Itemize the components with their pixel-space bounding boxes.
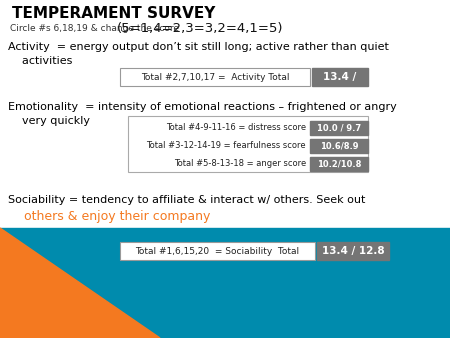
Bar <box>310 157 368 171</box>
Text: 10.0 / 9.7: 10.0 / 9.7 <box>317 123 361 132</box>
Text: Total #1,6,15,20  = Sociability  Total: Total #1,6,15,20 = Sociability Total <box>135 246 300 256</box>
Bar <box>312 68 368 86</box>
Text: 13.4 /: 13.4 / <box>324 72 356 82</box>
Bar <box>310 139 368 153</box>
Text: Circle #s 6,18,19 & change the score: Circle #s 6,18,19 & change the score <box>10 24 182 33</box>
Text: (5=1,4=2,3=3,2=4,1=5): (5=1,4=2,3=3,2=4,1=5) <box>117 22 284 35</box>
Text: Total #3-12-14-19 = fearfulness score: Total #3-12-14-19 = fearfulness score <box>146 142 306 150</box>
Text: Total #5-8-13-18 = anger score: Total #5-8-13-18 = anger score <box>174 160 306 169</box>
Text: Total #4-9-11-16 = distress score: Total #4-9-11-16 = distress score <box>166 123 306 132</box>
Bar <box>128 116 368 172</box>
Bar <box>317 242 389 260</box>
Text: Emotionality  = intensity of emotional reactions – frightened or angry: Emotionality = intensity of emotional re… <box>8 102 397 112</box>
Bar <box>120 68 310 86</box>
Text: 13.4 / 12.8: 13.4 / 12.8 <box>322 246 384 256</box>
Polygon shape <box>0 228 160 338</box>
Text: TEMPERAMENT SURVEY: TEMPERAMENT SURVEY <box>12 6 216 21</box>
Bar <box>310 121 368 135</box>
Text: very quickly: very quickly <box>8 116 90 126</box>
Text: 10.2/10.8: 10.2/10.8 <box>317 160 361 169</box>
Text: others & enjoy their company: others & enjoy their company <box>8 210 211 223</box>
Text: Sociability = tendency to affiliate & interact w/ others. Seek out: Sociability = tendency to affiliate & in… <box>8 195 365 205</box>
Text: Activity  = energy output don’t sit still long; active rather than quiet: Activity = energy output don’t sit still… <box>8 42 389 52</box>
Bar <box>120 242 315 260</box>
Text: activities: activities <box>8 56 72 66</box>
Text: Total #2,7,10,17 =  Activity Total: Total #2,7,10,17 = Activity Total <box>141 72 289 81</box>
Bar <box>0 228 450 338</box>
Text: 10.6/8.9: 10.6/8.9 <box>320 142 358 150</box>
